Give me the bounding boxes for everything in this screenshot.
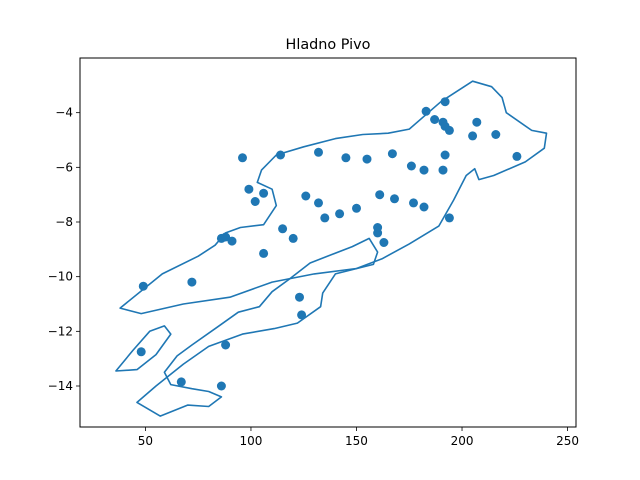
chart-title: Hladno Pivo <box>286 37 371 53</box>
x-tick-label: 250 <box>556 434 579 448</box>
data-point-1 <box>138 281 148 291</box>
data-point-31 <box>379 238 389 247</box>
data-point-35 <box>409 198 418 208</box>
y-tick-label: −4 <box>55 106 73 120</box>
data-point-50 <box>512 151 522 161</box>
data-point-29 <box>373 223 383 232</box>
x-tick-label: 200 <box>451 434 474 448</box>
plot-frame <box>79 57 577 428</box>
y-tick-label: −10 <box>48 270 73 284</box>
data-point-39 <box>430 115 440 124</box>
contour-1 <box>119 80 548 315</box>
data-point-11 <box>238 153 247 163</box>
x-tick-label: 150 <box>345 434 368 448</box>
data-point-9 <box>227 236 237 246</box>
data-point-18 <box>295 292 304 302</box>
data-point-10 <box>259 248 269 258</box>
data-point-26 <box>352 203 361 213</box>
data-point-32 <box>387 149 397 159</box>
data-point-36 <box>419 165 429 175</box>
data-point-16 <box>278 224 288 234</box>
data-point-15 <box>276 150 285 160</box>
contour-3 <box>136 237 379 417</box>
data-point-27 <box>362 154 372 164</box>
data-point-13 <box>250 197 260 206</box>
x-tick-label: 50 <box>138 434 153 448</box>
data-point-6 <box>221 340 231 350</box>
y-axis: −4 −6 −8 −10 −12 −14 <box>48 106 80 393</box>
data-point-5 <box>187 277 197 287</box>
data-point-19 <box>297 310 307 320</box>
data-point-33 <box>390 194 399 204</box>
data-point-22 <box>314 198 323 208</box>
data-point-48 <box>472 117 482 127</box>
scatter-points <box>136 97 522 391</box>
data-point-4 <box>216 381 226 391</box>
y-tick-label: −6 <box>55 160 73 174</box>
data-point-30 <box>375 190 385 200</box>
x-tick-label: 100 <box>240 434 263 448</box>
data-point-38 <box>421 106 431 116</box>
y-tick-label: −12 <box>48 324 73 338</box>
y-tick-label: −8 <box>55 215 73 229</box>
data-point-17 <box>288 233 298 243</box>
data-point-3 <box>176 377 186 387</box>
data-point-24 <box>335 209 345 219</box>
data-point-23 <box>320 213 330 223</box>
data-point-20 <box>301 191 311 201</box>
x-axis: 50 100 150 200 250 <box>138 427 579 448</box>
contour-lines <box>115 80 548 417</box>
data-point-47 <box>468 131 478 141</box>
y-tick-label: −14 <box>48 379 73 393</box>
data-point-34 <box>406 161 416 171</box>
data-point-40 <box>438 165 448 175</box>
data-point-44 <box>440 150 450 160</box>
data-point-14 <box>259 188 269 198</box>
data-point-21 <box>314 147 323 157</box>
data-point-12 <box>244 184 254 194</box>
data-point-46 <box>444 213 454 223</box>
data-point-41 <box>440 97 450 107</box>
data-point-45 <box>444 125 454 135</box>
data-point-49 <box>491 130 501 139</box>
contour-2 <box>115 325 172 372</box>
data-point-8 <box>221 232 231 242</box>
data-point-25 <box>341 153 351 163</box>
data-point-2 <box>136 347 146 357</box>
data-point-37 <box>419 202 429 212</box>
